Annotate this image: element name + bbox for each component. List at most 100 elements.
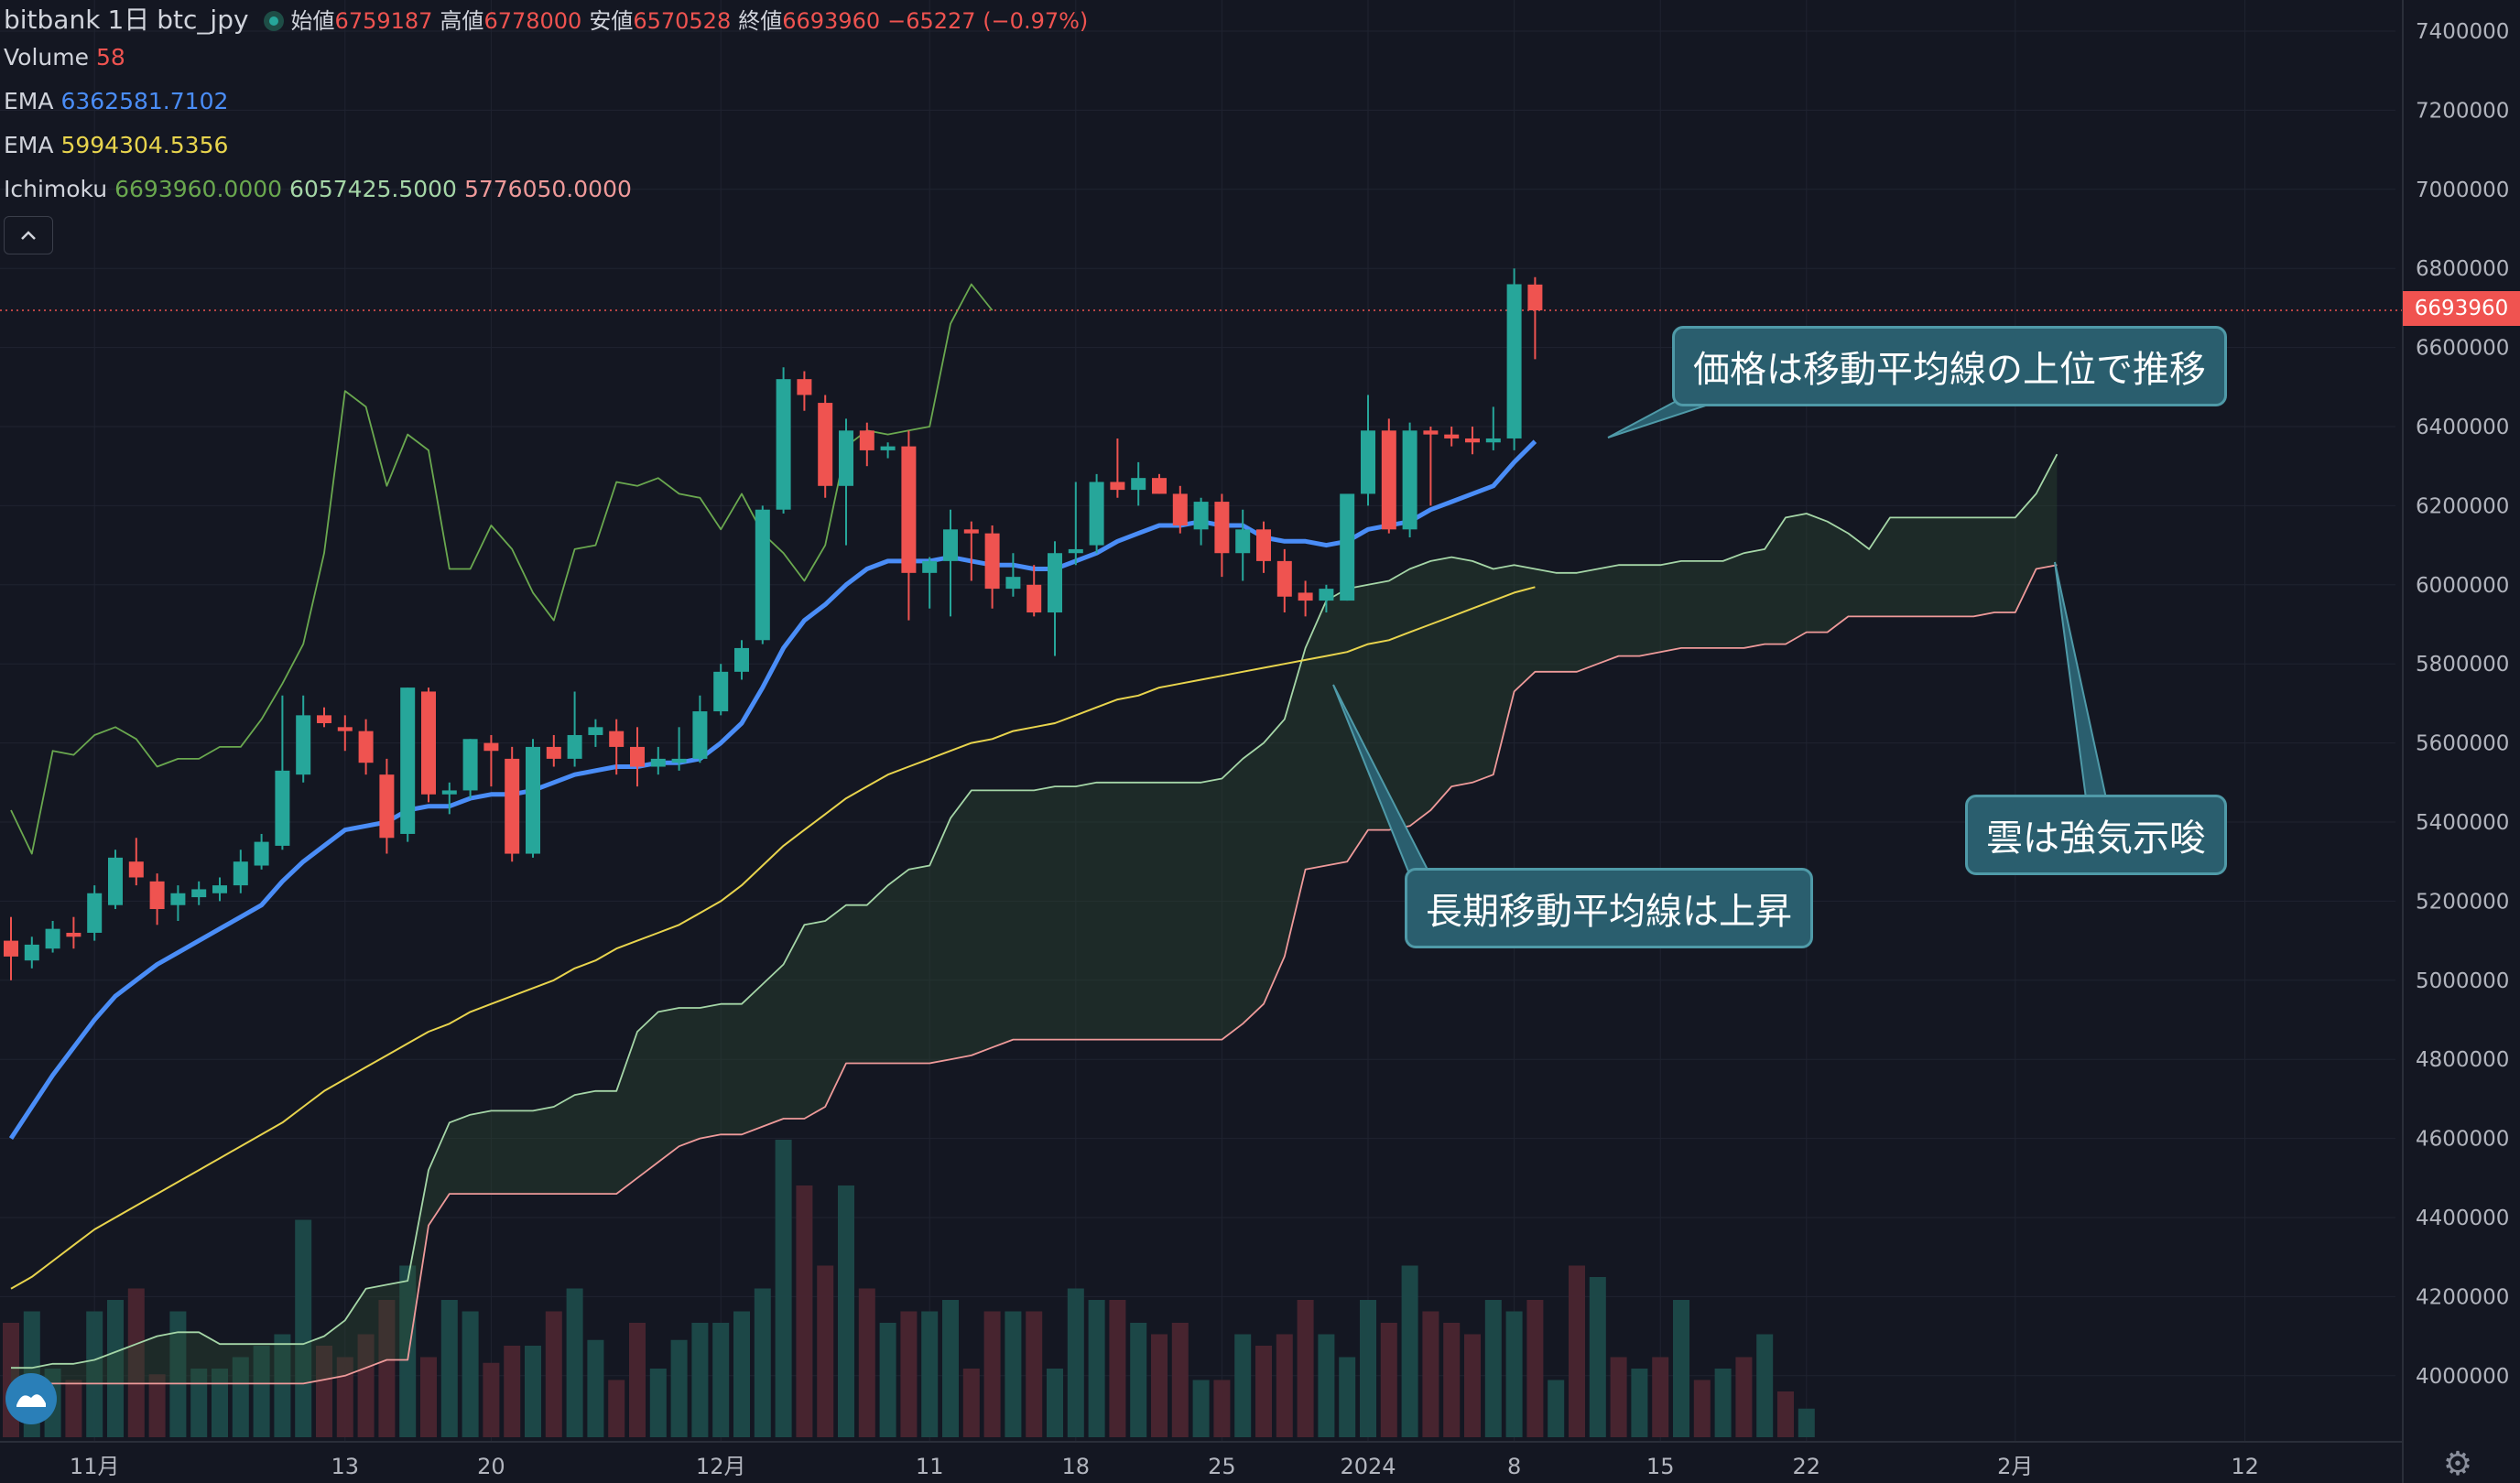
ichimoku-cloud [11, 454, 2058, 1384]
volume-bar [1171, 1323, 1189, 1437]
volume-bar [921, 1311, 939, 1437]
volume-bar [1464, 1334, 1481, 1437]
volume-bar [1631, 1369, 1648, 1437]
high-label: 高値 [440, 8, 484, 34]
candle-body [818, 403, 833, 486]
candle-body [650, 758, 666, 767]
volume-bar [1213, 1380, 1231, 1437]
volume-bar [1443, 1323, 1461, 1437]
y-tick-label: 5200000 [2416, 890, 2509, 914]
volume-bar [1526, 1300, 1544, 1437]
volume-bar [649, 1369, 667, 1437]
candle-body [275, 770, 290, 846]
change-value: −65227 (−0.97%) [887, 8, 1089, 34]
candle-body [630, 746, 645, 767]
candle-body [1131, 478, 1146, 491]
volume-bar [525, 1346, 541, 1437]
volume-bar [962, 1369, 980, 1437]
candle-body [755, 509, 770, 641]
candle-body [66, 932, 81, 937]
candle-body [296, 715, 311, 775]
volume-bar [1589, 1277, 1606, 1437]
x-tick-label: 12 [2231, 1454, 2259, 1479]
candle-body [1444, 434, 1460, 438]
y-tick-label: 6800000 [2416, 257, 2509, 281]
candle-body [1506, 284, 1522, 438]
volume-bar [983, 1311, 1001, 1437]
volume-bar [1109, 1300, 1126, 1437]
volume-bar [1693, 1380, 1711, 1437]
leading-span-b-line [11, 564, 2058, 1385]
volume-bar [879, 1323, 896, 1437]
volume-bar [274, 1334, 291, 1437]
volume-bar [1005, 1311, 1022, 1437]
candle-body [1256, 529, 1271, 561]
ema-slow-label: EMA [4, 132, 54, 158]
callout-price-above-ma: 価格は移動平均線の上位で推移 [1672, 326, 2227, 406]
volume-bar [1548, 1380, 1565, 1437]
candle-body [128, 861, 144, 878]
volume-bar [169, 1311, 187, 1437]
high-value: 6778000 [483, 8, 582, 34]
candle-body [212, 885, 227, 893]
y-tick-label: 5000000 [2416, 969, 2509, 993]
volume-bar [1318, 1334, 1335, 1437]
volume-bar [1067, 1288, 1084, 1437]
volume-bar [420, 1357, 437, 1437]
x-tick-label: 8 [1507, 1454, 1521, 1479]
volume-bar [838, 1185, 854, 1437]
candle-body [1214, 502, 1230, 554]
volume-bar [900, 1311, 918, 1437]
candle-body [149, 881, 165, 910]
volume-bar [65, 1380, 82, 1437]
y-tick-label: 5400000 [2416, 811, 2509, 835]
candle-body [233, 861, 248, 886]
volume-bar [629, 1323, 646, 1437]
candle-body [609, 731, 625, 747]
y-tick-label: 6200000 [2416, 494, 2509, 518]
tradingview-logo-icon[interactable] [5, 1373, 57, 1424]
volume-bar [1088, 1300, 1105, 1437]
leading-span-a-line [11, 453, 2058, 1369]
volume-bar [504, 1346, 521, 1437]
symbol-name[interactable]: btc_jpy [157, 5, 249, 35]
exchange-name[interactable]: bitbank [4, 5, 101, 35]
candle-body [963, 529, 979, 534]
ichimoku-label: Ichimoku [4, 176, 108, 202]
volume-bar [1422, 1311, 1439, 1437]
y-axis[interactable]: 7400000 7200000 7000000 6800000 6600000 64000… [2402, 0, 2509, 1483]
volume-bar [148, 1374, 166, 1437]
volume-bar [1673, 1300, 1689, 1437]
x-tick-label: 13 [331, 1454, 360, 1479]
ichimoku-legend[interactable]: Ichimoku 6693960.0000 6057425.5000 5776050.… [4, 176, 639, 202]
settings-gear-icon[interactable]: ⚙ [2442, 1445, 2473, 1483]
candle-body [1048, 553, 1062, 613]
volume-bar [796, 1185, 813, 1437]
ema-slow-line [10, 586, 1536, 1290]
candle-body [1026, 584, 1042, 613]
volume-bar [483, 1362, 500, 1437]
ema-fast-legend[interactable]: EMA 6362581.7102 [4, 88, 235, 114]
symbol-header: bitbank 1日 btc_jpy 始値6759187 高値6778000 安値6570… [4, 0, 1095, 37]
y-tick-label: 7400000 [2416, 20, 2509, 44]
candle-body [358, 731, 374, 763]
volume-bar [1798, 1408, 1815, 1437]
volume-bar [378, 1300, 396, 1437]
volume-bar [1234, 1334, 1252, 1437]
x-axis[interactable]: 11月 13 20 12月 11 18 25 2024 8 15 22 2月 12 [0, 1441, 2403, 1479]
volume-bar [1505, 1311, 1523, 1437]
volume-legend[interactable]: Volume 58 [4, 44, 133, 70]
volume-bar [1652, 1357, 1669, 1437]
candle-body [880, 446, 896, 450]
interval-label[interactable]: 1日 [107, 5, 150, 35]
candle-body [254, 841, 269, 866]
ema-slow-legend[interactable]: EMA 5994304.5356 [4, 132, 235, 158]
x-tick-label: 20 [477, 1454, 505, 1479]
close-label: 終値 [738, 8, 783, 34]
candle-body [421, 691, 436, 795]
volume-bar [253, 1346, 270, 1437]
collapse-legend-button[interactable] [4, 216, 53, 254]
volume-bar [942, 1300, 959, 1437]
volume-bar [212, 1369, 228, 1437]
